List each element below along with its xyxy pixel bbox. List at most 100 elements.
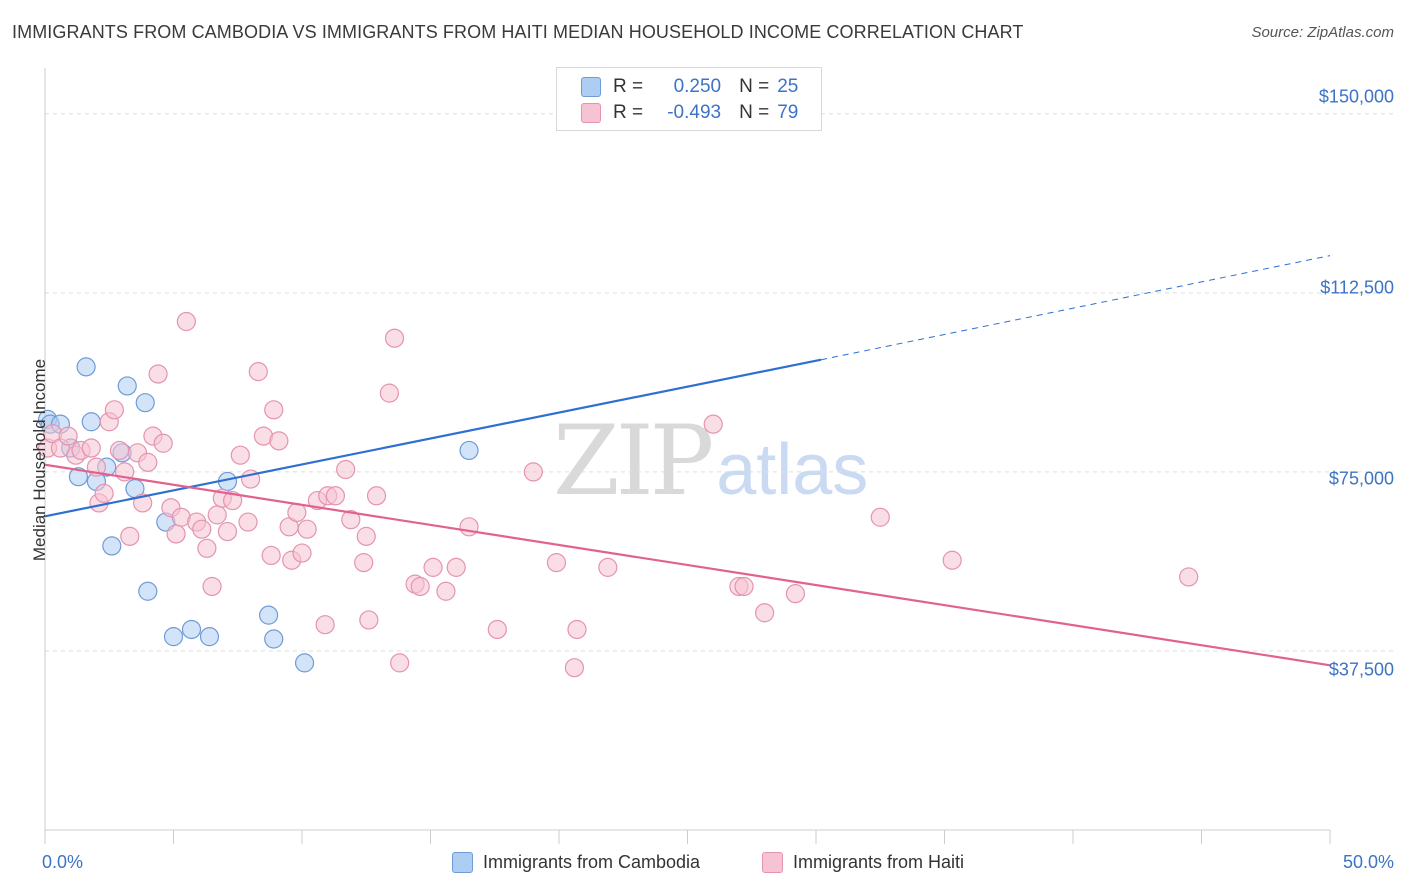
cambodia-point — [199, 627, 220, 647]
haiti-point — [176, 311, 196, 332]
haiti-point — [446, 557, 466, 577]
haiti-point — [410, 576, 430, 597]
cambodia-point — [68, 467, 89, 487]
r-label: R = — [613, 102, 644, 123]
cambodia-n-value: 25 — [777, 76, 799, 97]
y-tick-label: $37,500 — [1328, 659, 1394, 680]
cambodia-swatch — [581, 77, 601, 97]
haiti-point — [217, 521, 238, 542]
haiti-point — [567, 619, 587, 640]
haiti-point — [379, 383, 399, 403]
haiti-point — [58, 426, 78, 446]
cambodia-point — [163, 627, 184, 647]
haiti-point — [734, 576, 754, 597]
haiti-legend-swatch — [762, 852, 783, 873]
legend-item-haiti[interactable]: Immigrants from Haiti — [762, 852, 964, 873]
cambodia-point — [81, 412, 101, 432]
y-axis-label: Median Household Income — [30, 358, 49, 562]
cambodia-trend-line — [44, 358, 822, 518]
haiti-point — [315, 615, 335, 635]
legend-row-haiti: R = -0.493 N = 79 — [581, 102, 798, 124]
haiti-point — [166, 524, 186, 544]
haiti-point — [356, 526, 376, 546]
haiti-point — [120, 526, 140, 546]
haiti-trend-line — [44, 463, 1331, 667]
cambodia-legend-swatch — [452, 852, 473, 873]
haiti-point — [94, 483, 114, 503]
haiti-point — [564, 658, 585, 678]
haiti-point — [436, 581, 456, 601]
haiti-point — [354, 553, 374, 573]
haiti-point — [248, 362, 268, 382]
haiti-point — [359, 610, 379, 630]
cambodia-point — [76, 357, 96, 377]
cambodia-point — [181, 619, 202, 640]
haiti-point — [459, 517, 479, 537]
haiti-point — [109, 440, 130, 461]
haiti-point — [287, 502, 307, 523]
haiti-point — [598, 557, 618, 577]
cambodia-point — [459, 440, 479, 461]
haiti-point — [390, 653, 410, 673]
haiti-point — [487, 619, 507, 640]
haiti-point — [336, 459, 356, 480]
n-label: N = — [739, 76, 770, 97]
cambodia-point — [117, 376, 137, 396]
haiti-point — [1179, 567, 1199, 587]
haiti-point — [202, 576, 222, 597]
legend-item-cambodia[interactable]: Immigrants from Cambodia — [452, 852, 700, 873]
haiti-point — [325, 486, 346, 506]
haiti-point — [138, 452, 158, 472]
haiti-point — [870, 507, 890, 527]
haiti-r-value: -0.493 — [667, 102, 722, 123]
haiti-point — [366, 486, 387, 506]
x-tick-label-max: 50.0% — [1342, 852, 1394, 872]
haiti-point — [384, 328, 405, 348]
haiti-point — [238, 512, 258, 532]
chart-title: IMMIGRANTS FROM CAMBODIA VS IMMIGRANTS F… — [12, 22, 1024, 42]
haiti-point — [523, 462, 543, 482]
haiti-point — [785, 584, 806, 604]
haiti-point — [269, 431, 289, 451]
cambodia-trend-extension — [821, 255, 1331, 361]
x-tick-label-min: 0.0% — [42, 852, 84, 872]
haiti-point — [546, 553, 567, 573]
cambodia-point — [102, 536, 122, 556]
haiti-point — [197, 538, 217, 558]
r-label: R = — [613, 76, 644, 97]
series-legend: Immigrants from Cambodia Immigrants from… — [0, 852, 1406, 878]
haiti-point — [942, 550, 962, 570]
cambodia-point — [258, 605, 279, 625]
haiti-point — [261, 545, 281, 566]
haiti-point — [153, 433, 173, 453]
haiti-point — [81, 438, 101, 458]
legend-label-haiti: Immigrants from Haiti — [793, 852, 965, 872]
legend-label-cambodia: Immigrants from Cambodia — [483, 852, 701, 872]
haiti-point — [104, 400, 124, 420]
haiti-point — [703, 414, 723, 434]
haiti-point — [148, 364, 168, 384]
haiti-point — [297, 519, 317, 539]
cambodia-point — [264, 629, 284, 649]
y-tick-label: $75,000 — [1328, 468, 1394, 489]
source-label: Source: ZipAtlas.com — [1251, 24, 1394, 41]
legend-row-cambodia: R = 0.250 N = 25 — [581, 76, 798, 98]
haiti-point — [341, 510, 361, 530]
haiti-point — [192, 519, 212, 539]
haiti-swatch — [581, 103, 601, 123]
n-label: N = — [739, 102, 770, 123]
cambodia-r-value: 0.250 — [673, 76, 722, 97]
haiti-point — [423, 557, 443, 577]
y-tick-label: $150,000 — [1318, 86, 1394, 107]
haiti-point — [292, 543, 312, 563]
cambodia-point — [294, 653, 315, 673]
haiti-point — [264, 400, 284, 420]
cambodia-point — [138, 581, 158, 601]
haiti-point — [207, 505, 227, 525]
haiti-point — [223, 490, 243, 511]
correlation-legend: R = 0.250 N = 25 R = -0.493 N = 79 — [556, 67, 822, 131]
y-tick-label: $112,500 — [1320, 277, 1394, 298]
haiti-point — [754, 603, 775, 623]
haiti-n-value: 79 — [777, 102, 799, 123]
